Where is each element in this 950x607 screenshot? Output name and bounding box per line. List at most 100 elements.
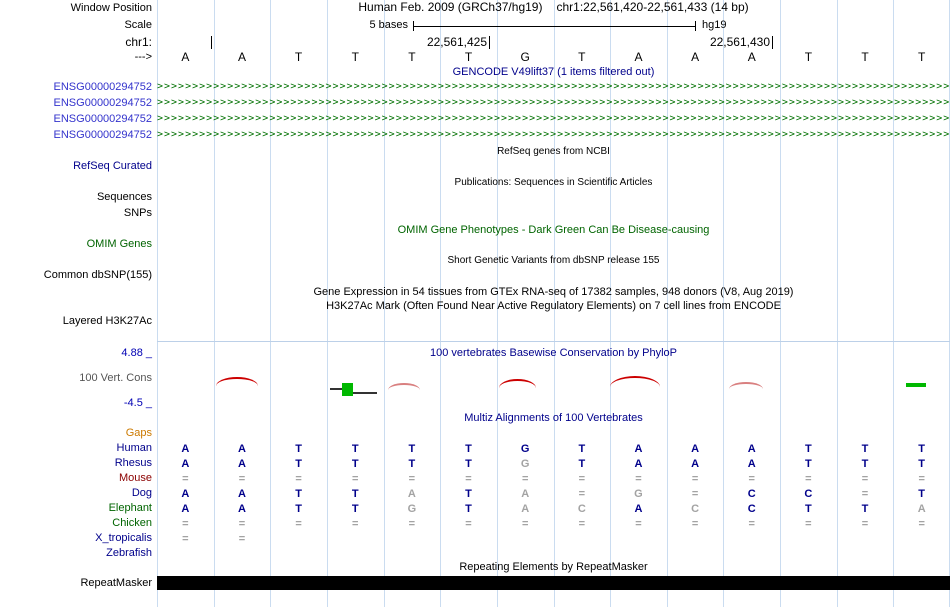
alignment-base <box>327 427 384 442</box>
refseq-track-title[interactable]: RefSeq genes from NCBI <box>497 146 610 157</box>
gencode-item-label[interactable]: ENSG00000294752 <box>53 81 152 93</box>
gencode-transcript-arrows[interactable]: >>>>>>>>>>>>>>>>>>>>>>>>>>>>>>>>>>>>>>>>… <box>157 97 950 108</box>
position-header: Human Feb. 2009 (GRCh37/hg19) chr1:22,56… <box>157 1 950 14</box>
alignment-base: A <box>181 488 190 500</box>
publications-track-title[interactable]: Publications: Sequences in Scientific Ar… <box>454 177 653 188</box>
base-letter: G <box>520 50 530 64</box>
alignment-base: = <box>465 473 472 485</box>
genome-label: hg19 <box>702 19 727 31</box>
alignment-base: = <box>352 473 359 485</box>
alignment-base: T <box>805 503 812 515</box>
track-label-snps[interactable]: SNPs <box>123 207 152 219</box>
alignment-base: T <box>408 443 416 455</box>
alignment-base: A <box>634 443 643 455</box>
alignment-base: T <box>861 458 869 470</box>
alignment-base: C <box>804 488 813 500</box>
track-label-omim[interactable]: OMIM Genes <box>86 238 152 250</box>
conservation-mark <box>906 383 926 387</box>
alignment-base: A <box>747 458 756 470</box>
scale-bar-tick-left <box>413 21 414 31</box>
gtex-track-title[interactable]: Gene Expression in 54 tissues from GTEx … <box>313 286 794 298</box>
repeatmasker-track-title[interactable]: Repeating Elements by RepeatMasker <box>459 561 648 573</box>
dbsnp-track-title[interactable]: Short Genetic Variants from dbSNP releas… <box>447 255 660 266</box>
species-label-human[interactable]: Human <box>116 442 152 454</box>
track-label-sequences[interactable]: Sequences <box>96 191 152 203</box>
multiz-track-title[interactable]: Multiz Alignments of 100 Vertebrates <box>464 412 643 424</box>
alignment-base: T <box>861 503 869 515</box>
species-label-mouse[interactable]: Mouse <box>118 472 152 484</box>
alignment-base: G <box>520 443 530 455</box>
alignment-base: A <box>407 488 416 500</box>
species-label-zebrafish[interactable]: Zebrafish <box>106 547 152 559</box>
gencode-item-label[interactable]: ENSG00000294752 <box>53 113 152 125</box>
alignment-base <box>270 532 327 547</box>
scale-bar-tick-right <box>695 21 696 31</box>
alignment-base: = <box>805 518 812 530</box>
gencode-transcript-arrows[interactable]: >>>>>>>>>>>>>>>>>>>>>>>>>>>>>>>>>>>>>>>>… <box>157 81 950 92</box>
base-guideline <box>157 0 158 607</box>
track-label-h3k27ac[interactable]: Layered H3K27Ac <box>62 315 152 327</box>
gencode-transcript-arrows[interactable]: >>>>>>>>>>>>>>>>>>>>>>>>>>>>>>>>>>>>>>>>… <box>157 113 950 124</box>
alignment-base <box>270 427 327 442</box>
alignment-base: = <box>408 518 416 530</box>
gencode-item-label[interactable]: ENSG00000294752 <box>53 129 152 141</box>
alignment-base: A <box>237 443 246 455</box>
base-guideline <box>893 0 894 607</box>
track-label-dbsnp[interactable]: Common dbSNP(155) <box>43 269 152 281</box>
base-guideline <box>440 0 441 607</box>
base-guideline <box>327 0 328 607</box>
species-label-gaps[interactable]: Gaps <box>125 427 152 439</box>
omim-track-title[interactable]: OMIM Gene Phenotypes - Dark Green Can Be… <box>397 224 710 236</box>
species-label-xtropicalis[interactable]: X_tropicalis <box>95 532 152 544</box>
alignment-base <box>384 427 441 442</box>
alignment-base: T <box>295 503 302 515</box>
base-letter: T <box>351 50 359 64</box>
gencode-track-title[interactable]: GENCODE V49lift37 (1 items filtered out) <box>452 66 655 78</box>
conservation-mark <box>353 392 377 394</box>
base-guideline <box>610 0 611 607</box>
track-label-repeatmasker[interactable]: RepeatMasker <box>80 577 152 589</box>
alignment-base: = <box>408 473 416 485</box>
species-label-dog[interactable]: Dog <box>131 487 152 499</box>
base-guideline <box>270 0 271 607</box>
gencode-transcript-arrows[interactable]: >>>>>>>>>>>>>>>>>>>>>>>>>>>>>>>>>>>>>>>>… <box>157 129 950 140</box>
alignment-base: A <box>917 503 926 515</box>
alignment-base: = <box>182 533 189 545</box>
alignment-base <box>723 427 780 442</box>
h3k27ac-track-title[interactable]: H3K27Ac Mark (Often Found Near Active Re… <box>326 300 781 312</box>
base-guideline <box>780 0 781 607</box>
alignment-base: T <box>465 503 472 515</box>
species-label-elephant[interactable]: Elephant <box>108 502 152 514</box>
alignment-base: A <box>181 458 190 470</box>
alignment-base <box>327 547 384 562</box>
conservation-mark <box>216 377 258 386</box>
species-label-chicken[interactable]: Chicken <box>112 517 152 529</box>
track-label-refseq[interactable]: RefSeq Curated <box>73 160 152 172</box>
alignment-base <box>214 547 271 562</box>
alignment-base <box>893 532 950 547</box>
alignment-base: C <box>747 488 756 500</box>
scale-row-label: Scale <box>124 19 152 31</box>
conservation-track-title[interactable]: 100 vertebrates Basewise Conservation by… <box>429 347 678 359</box>
base-letter: T <box>578 50 586 64</box>
alignment-base: T <box>805 458 812 470</box>
alignment-base: G <box>634 488 643 500</box>
alignment-base <box>553 547 610 562</box>
base-letter: T <box>408 50 416 64</box>
base-letter: T <box>804 50 813 64</box>
alignment-base: T <box>465 488 472 500</box>
alignment-row-mouse: = = = = = = = = = = = = = = <box>157 472 950 487</box>
alignment-base: A <box>634 458 643 470</box>
conservation-scale-min: -4.5 _ <box>123 397 152 409</box>
track-label-conservation[interactable]: 100 Vert. Cons <box>79 372 152 384</box>
alignment-base <box>157 427 214 442</box>
alignment-base: = <box>691 473 699 485</box>
alignment-base: C <box>747 503 756 515</box>
base-letter: T <box>294 50 303 64</box>
gencode-item-label[interactable]: ENSG00000294752 <box>53 97 152 109</box>
alignment-base <box>384 547 441 562</box>
alignment-base: T <box>351 503 359 515</box>
species-label-rhesus[interactable]: Rhesus <box>114 457 152 469</box>
alignment-base <box>553 427 610 442</box>
repeatmasker-items-bar[interactable] <box>157 576 950 590</box>
